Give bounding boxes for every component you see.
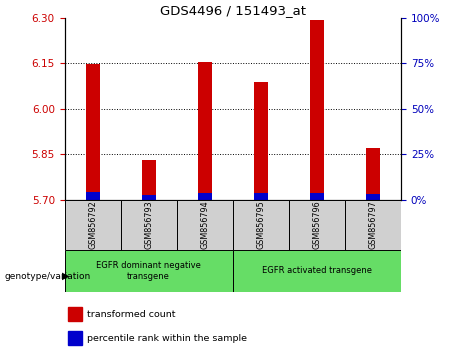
- Bar: [198, 193, 212, 200]
- Text: transformed count: transformed count: [87, 310, 176, 319]
- Bar: [366, 194, 380, 200]
- Bar: [142, 160, 156, 200]
- Text: GSM856794: GSM856794: [200, 200, 209, 249]
- Bar: [142, 195, 156, 200]
- FancyBboxPatch shape: [289, 200, 345, 250]
- Text: GSM856795: GSM856795: [256, 200, 266, 249]
- Bar: [68, 331, 82, 345]
- Bar: [86, 192, 100, 200]
- Title: GDS4496 / 151493_at: GDS4496 / 151493_at: [160, 4, 306, 17]
- Bar: [254, 81, 268, 200]
- Text: genotype/variation: genotype/variation: [5, 272, 91, 281]
- Bar: [254, 193, 268, 200]
- Bar: [86, 64, 100, 200]
- Text: EGFR activated transgene: EGFR activated transgene: [262, 266, 372, 275]
- Bar: [366, 148, 380, 200]
- Bar: [310, 193, 324, 200]
- Text: ▶: ▶: [62, 271, 70, 281]
- FancyBboxPatch shape: [65, 250, 233, 292]
- Text: GSM856796: GSM856796: [313, 200, 321, 249]
- Bar: [310, 20, 324, 200]
- FancyBboxPatch shape: [345, 200, 401, 250]
- Text: GSM856793: GSM856793: [144, 200, 153, 249]
- Text: percentile rank within the sample: percentile rank within the sample: [87, 333, 247, 343]
- FancyBboxPatch shape: [233, 200, 289, 250]
- Text: GSM856797: GSM856797: [368, 200, 378, 249]
- FancyBboxPatch shape: [121, 200, 177, 250]
- FancyBboxPatch shape: [177, 200, 233, 250]
- Bar: [68, 307, 82, 321]
- Bar: [198, 62, 212, 200]
- Text: GSM856792: GSM856792: [88, 200, 97, 249]
- Text: EGFR dominant negative
transgene: EGFR dominant negative transgene: [96, 261, 201, 280]
- FancyBboxPatch shape: [233, 250, 401, 292]
- FancyBboxPatch shape: [65, 200, 121, 250]
